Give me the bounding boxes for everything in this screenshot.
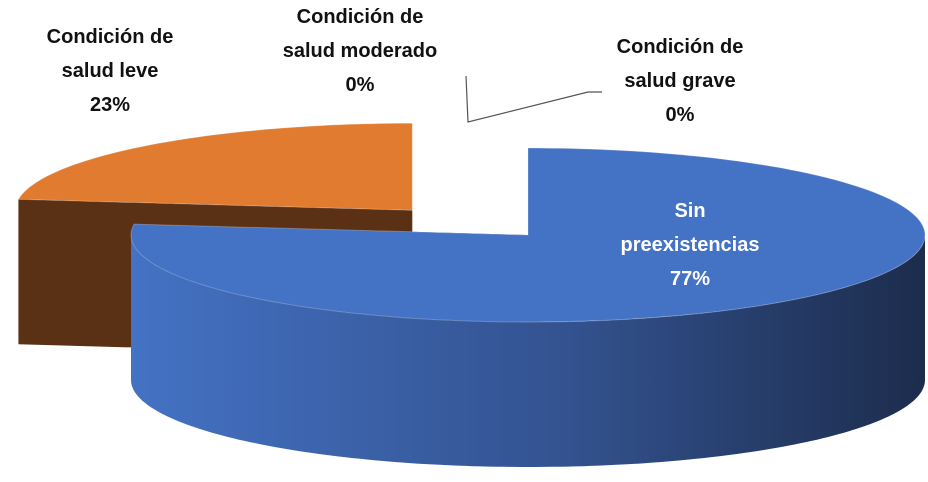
value-label: 0%: [665, 104, 695, 126]
slice-side: [131, 235, 925, 467]
slice-top: [130, 147, 926, 323]
slice-top: [17, 122, 413, 211]
label-grave: Condición de salud grave 0%: [592, 30, 768, 132]
value-label: 23%: [89, 94, 131, 116]
category-label: Sin preexistencias: [620, 200, 760, 256]
category-label: Condición de salud grave: [616, 36, 744, 92]
label-moderado: Condición de salud moderado 0%: [272, 0, 448, 102]
leader-line: [465, 75, 602, 123]
slice: [130, 147, 926, 467]
category-label: Condición de salud leve: [46, 26, 174, 82]
value-label: 0%: [345, 74, 375, 96]
category-label: Condición de salud moderado: [282, 6, 438, 62]
label-sin: Sin preexistencias 77%: [605, 194, 775, 296]
label-leve: Condición de salud leve 23%: [30, 20, 190, 122]
value-label: 77%: [669, 268, 711, 290]
